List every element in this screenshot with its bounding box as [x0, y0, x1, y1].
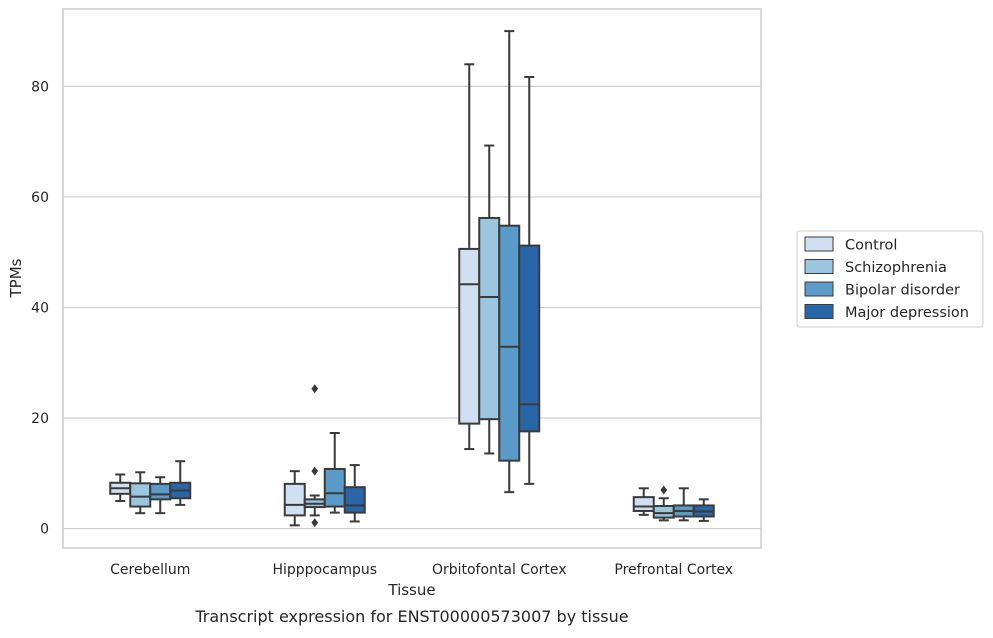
- legend-swatch: [804, 259, 834, 274]
- box-group: [169, 460, 192, 506]
- box-iqr: [498, 224, 521, 462]
- grid-lines: [63, 85, 761, 530]
- y-tick-label: 20: [31, 411, 49, 427]
- outlier-point: [311, 518, 319, 528]
- chart-title: Transcript expression for ENST0000057300…: [194, 607, 628, 626]
- box-iqr: [518, 244, 541, 433]
- boxes: [109, 30, 715, 528]
- y-tick-label: 60: [31, 190, 49, 206]
- legend-swatch: [804, 281, 834, 297]
- legend-label: Schizophrenia: [845, 260, 947, 276]
- legend-item: Bipolar disorder: [804, 281, 960, 299]
- y-axis-label: TPMs: [7, 258, 25, 298]
- x-tick-label: Prefrontal Cortex: [614, 562, 733, 578]
- box-group: [109, 473, 132, 503]
- box-iqr: [323, 467, 346, 508]
- box-group: [283, 470, 306, 527]
- outlier-point: [311, 384, 319, 394]
- outlier-point: [660, 485, 668, 495]
- x-tick-labels: Cerebellum Hipppocampus Orbitofontal Corte…: [110, 562, 733, 578]
- y-tick-label: 0: [40, 522, 49, 538]
- x-tick-label: Cerebellum: [110, 562, 190, 578]
- x-tick-label: Orbitofontal Cortex: [432, 562, 567, 578]
- y-tick-label: 80: [31, 79, 49, 95]
- box-group: [458, 63, 481, 451]
- legend-label: Bipolar disorder: [845, 283, 960, 299]
- box-group: [672, 487, 695, 522]
- box-group: [129, 471, 152, 515]
- box-iqr: [149, 482, 172, 501]
- box-group: [518, 75, 541, 485]
- box-group: [632, 487, 655, 516]
- box-group: [149, 476, 172, 515]
- y-tick-label: 40: [31, 301, 49, 317]
- box-group: [478, 144, 501, 455]
- outlier-point: [311, 466, 319, 476]
- box-group: [692, 498, 715, 522]
- box-iqr: [632, 496, 655, 512]
- box-iqr: [458, 247, 481, 425]
- box-group: [498, 30, 521, 494]
- legend-item: Schizophrenia: [804, 259, 947, 276]
- legend-label: Control: [845, 238, 897, 254]
- box-iqr: [478, 216, 501, 421]
- plot-frame: [62, 8, 762, 549]
- x-tick-label: Hipppocampus: [272, 562, 377, 578]
- x-axis-label: Tissue: [387, 581, 435, 599]
- box-group: [303, 384, 326, 528]
- box-iqr: [343, 486, 366, 514]
- y-tick-labels: 0 20 40 60 80: [31, 79, 49, 537]
- legend-swatch: [804, 304, 834, 319]
- box-iqr: [283, 482, 306, 517]
- legend-frame: [796, 230, 984, 328]
- legend-item: Control: [804, 236, 897, 254]
- box-group: [343, 464, 366, 523]
- box-group: [323, 432, 346, 514]
- legend: Control Schizophrenia Bipolar disorder Majo…: [796, 230, 984, 328]
- box-group: [652, 485, 675, 522]
- box-iqr: [129, 482, 152, 508]
- legend-label: Major depression: [845, 305, 969, 321]
- legend-swatch: [804, 236, 834, 252]
- box-iqr: [652, 504, 675, 519]
- legend-item: Major depression: [804, 304, 969, 321]
